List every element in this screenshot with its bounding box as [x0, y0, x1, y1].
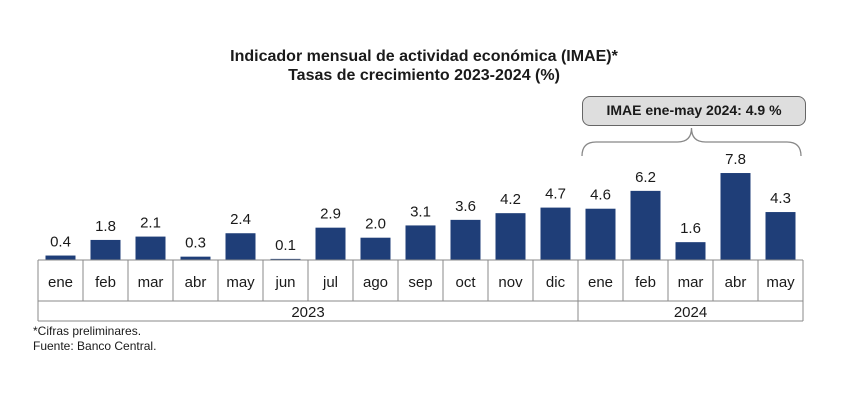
bar — [90, 239, 121, 260]
value-label: 2.1 — [140, 215, 161, 232]
bar — [540, 207, 571, 260]
category-label: nov — [498, 274, 523, 291]
bar — [495, 213, 526, 260]
value-label: 3.6 — [455, 198, 476, 215]
value-label: 4.6 — [590, 187, 611, 204]
bar — [135, 236, 166, 260]
bar — [585, 208, 616, 260]
value-label: 7.8 — [725, 151, 746, 168]
value-label: 2.4 — [230, 211, 251, 228]
value-label: 3.1 — [410, 203, 431, 220]
category-label: may — [226, 274, 255, 291]
bar — [270, 258, 301, 260]
bar — [720, 173, 751, 260]
value-label: 6.2 — [635, 169, 656, 186]
value-label: 0.3 — [185, 235, 206, 252]
category-label: jul — [322, 274, 338, 291]
bar — [225, 233, 256, 260]
category-label: feb — [95, 274, 116, 291]
value-label: 2.9 — [320, 206, 341, 223]
category-label: ene — [48, 274, 73, 291]
annotation-brace — [581, 127, 802, 157]
footnote: *Cifras preliminares. — [33, 324, 142, 338]
category-label: ene — [588, 274, 613, 291]
category-label: jun — [274, 274, 295, 291]
year-label: 2024 — [674, 304, 707, 321]
category-label: ago — [363, 274, 388, 291]
bar — [45, 255, 76, 260]
category-label: feb — [635, 274, 656, 291]
value-label: 0.4 — [50, 234, 71, 251]
value-label: 1.6 — [680, 220, 701, 237]
category-label: mar — [138, 274, 164, 291]
source-note: Fuente: Banco Central. — [33, 339, 157, 353]
value-label: 4.7 — [545, 186, 566, 203]
value-label: 0.1 — [275, 237, 296, 254]
bar — [630, 190, 661, 260]
category-label: oct — [455, 274, 476, 291]
chart-title: Indicador mensual de actividad económica… — [230, 48, 618, 65]
value-label: 4.2 — [500, 191, 521, 208]
bar — [675, 242, 706, 260]
bar — [450, 219, 481, 260]
category-label: mar — [678, 274, 704, 291]
value-label: 1.8 — [95, 218, 116, 235]
value-label: 2.0 — [365, 216, 386, 233]
year-label: 2023 — [291, 304, 324, 321]
bar — [180, 256, 211, 260]
category-label: sep — [408, 274, 432, 291]
category-label: may — [766, 274, 795, 291]
annotation-callout: IMAE ene-may 2024: 4.9 % — [582, 96, 806, 126]
category-label: abr — [185, 274, 207, 291]
bar — [765, 212, 796, 260]
bar — [360, 237, 391, 260]
bar — [315, 227, 346, 260]
category-label: dic — [546, 274, 566, 291]
value-label: 4.3 — [770, 190, 791, 207]
category-label: abr — [725, 274, 747, 291]
bar — [405, 225, 436, 260]
chart-subtitle: Tasas de crecimiento 2023-2024 (%) — [288, 67, 560, 84]
